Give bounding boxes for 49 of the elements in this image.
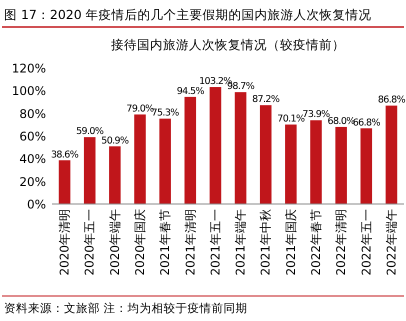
x-tick-label: 2021年国庆 [284,209,298,276]
x-tick-label: 2022年端午 [384,209,398,276]
x-tick-label: 2021年端午 [234,209,248,276]
chart-subtitle: 接待国内旅游人次恢复情况（较疫情前） [111,37,345,52]
data-label: 68.0% [328,116,356,127]
text: 资料来源：文旅部 注：均为相较于疫情前同期 [4,301,248,315]
data-label: 38.6% [50,149,79,160]
x-tick-label: 2022年清明 [334,209,348,276]
x-tick-label: 2021年中秋 [258,209,273,276]
bar [310,120,322,204]
bar [360,128,372,204]
data-label: 75.3% [152,108,180,119]
x-tick-label: 2021年清明 [183,209,198,276]
x-tick-label: 2022年五一 [359,209,374,276]
bar [386,106,398,204]
bar [134,114,146,204]
bar [58,160,70,204]
x-tick-label: 2021年五一 [208,209,222,276]
bar [260,105,272,204]
data-label: 50.9% [101,135,130,146]
y-tick-label: 60% [19,130,46,144]
data-label: 86.8% [378,94,406,106]
bar [234,92,246,204]
data-label: 79.0% [126,103,154,114]
chart-title: 图 17：2020 年疫情后的几个主要假期的国内旅游人次恢复情况 [4,7,372,22]
x-tick-label: 2020年国庆 [133,209,147,276]
bar [285,124,297,204]
data-label: 70.1% [277,114,306,125]
y-tick-label: 80% [19,106,46,121]
bar [84,137,96,204]
data-label: 59.0% [76,126,104,138]
y-tick-label: 20% [19,174,46,189]
bar [210,87,222,204]
bar [335,126,347,204]
y-tick-label: 40% [19,152,46,166]
x-tick-label: 2020年端午 [108,209,122,276]
data-label: 87.2% [252,94,280,106]
bar [159,118,171,204]
x-tick-label: 2022年春节 [309,209,323,276]
y-tick-label: 120% [12,62,46,76]
bar [109,146,121,204]
y-tick-label: 0% [26,198,46,212]
x-tick-label: 2020年五一 [82,209,97,276]
x-tick-label: 2021年春节 [158,209,172,276]
y-tick-label: 100% [12,84,46,98]
x-tick-label: 2020年清明 [58,209,72,276]
data-label: 66.8% [352,117,380,128]
bar [184,96,196,204]
data-label: 94.5% [176,86,204,97]
